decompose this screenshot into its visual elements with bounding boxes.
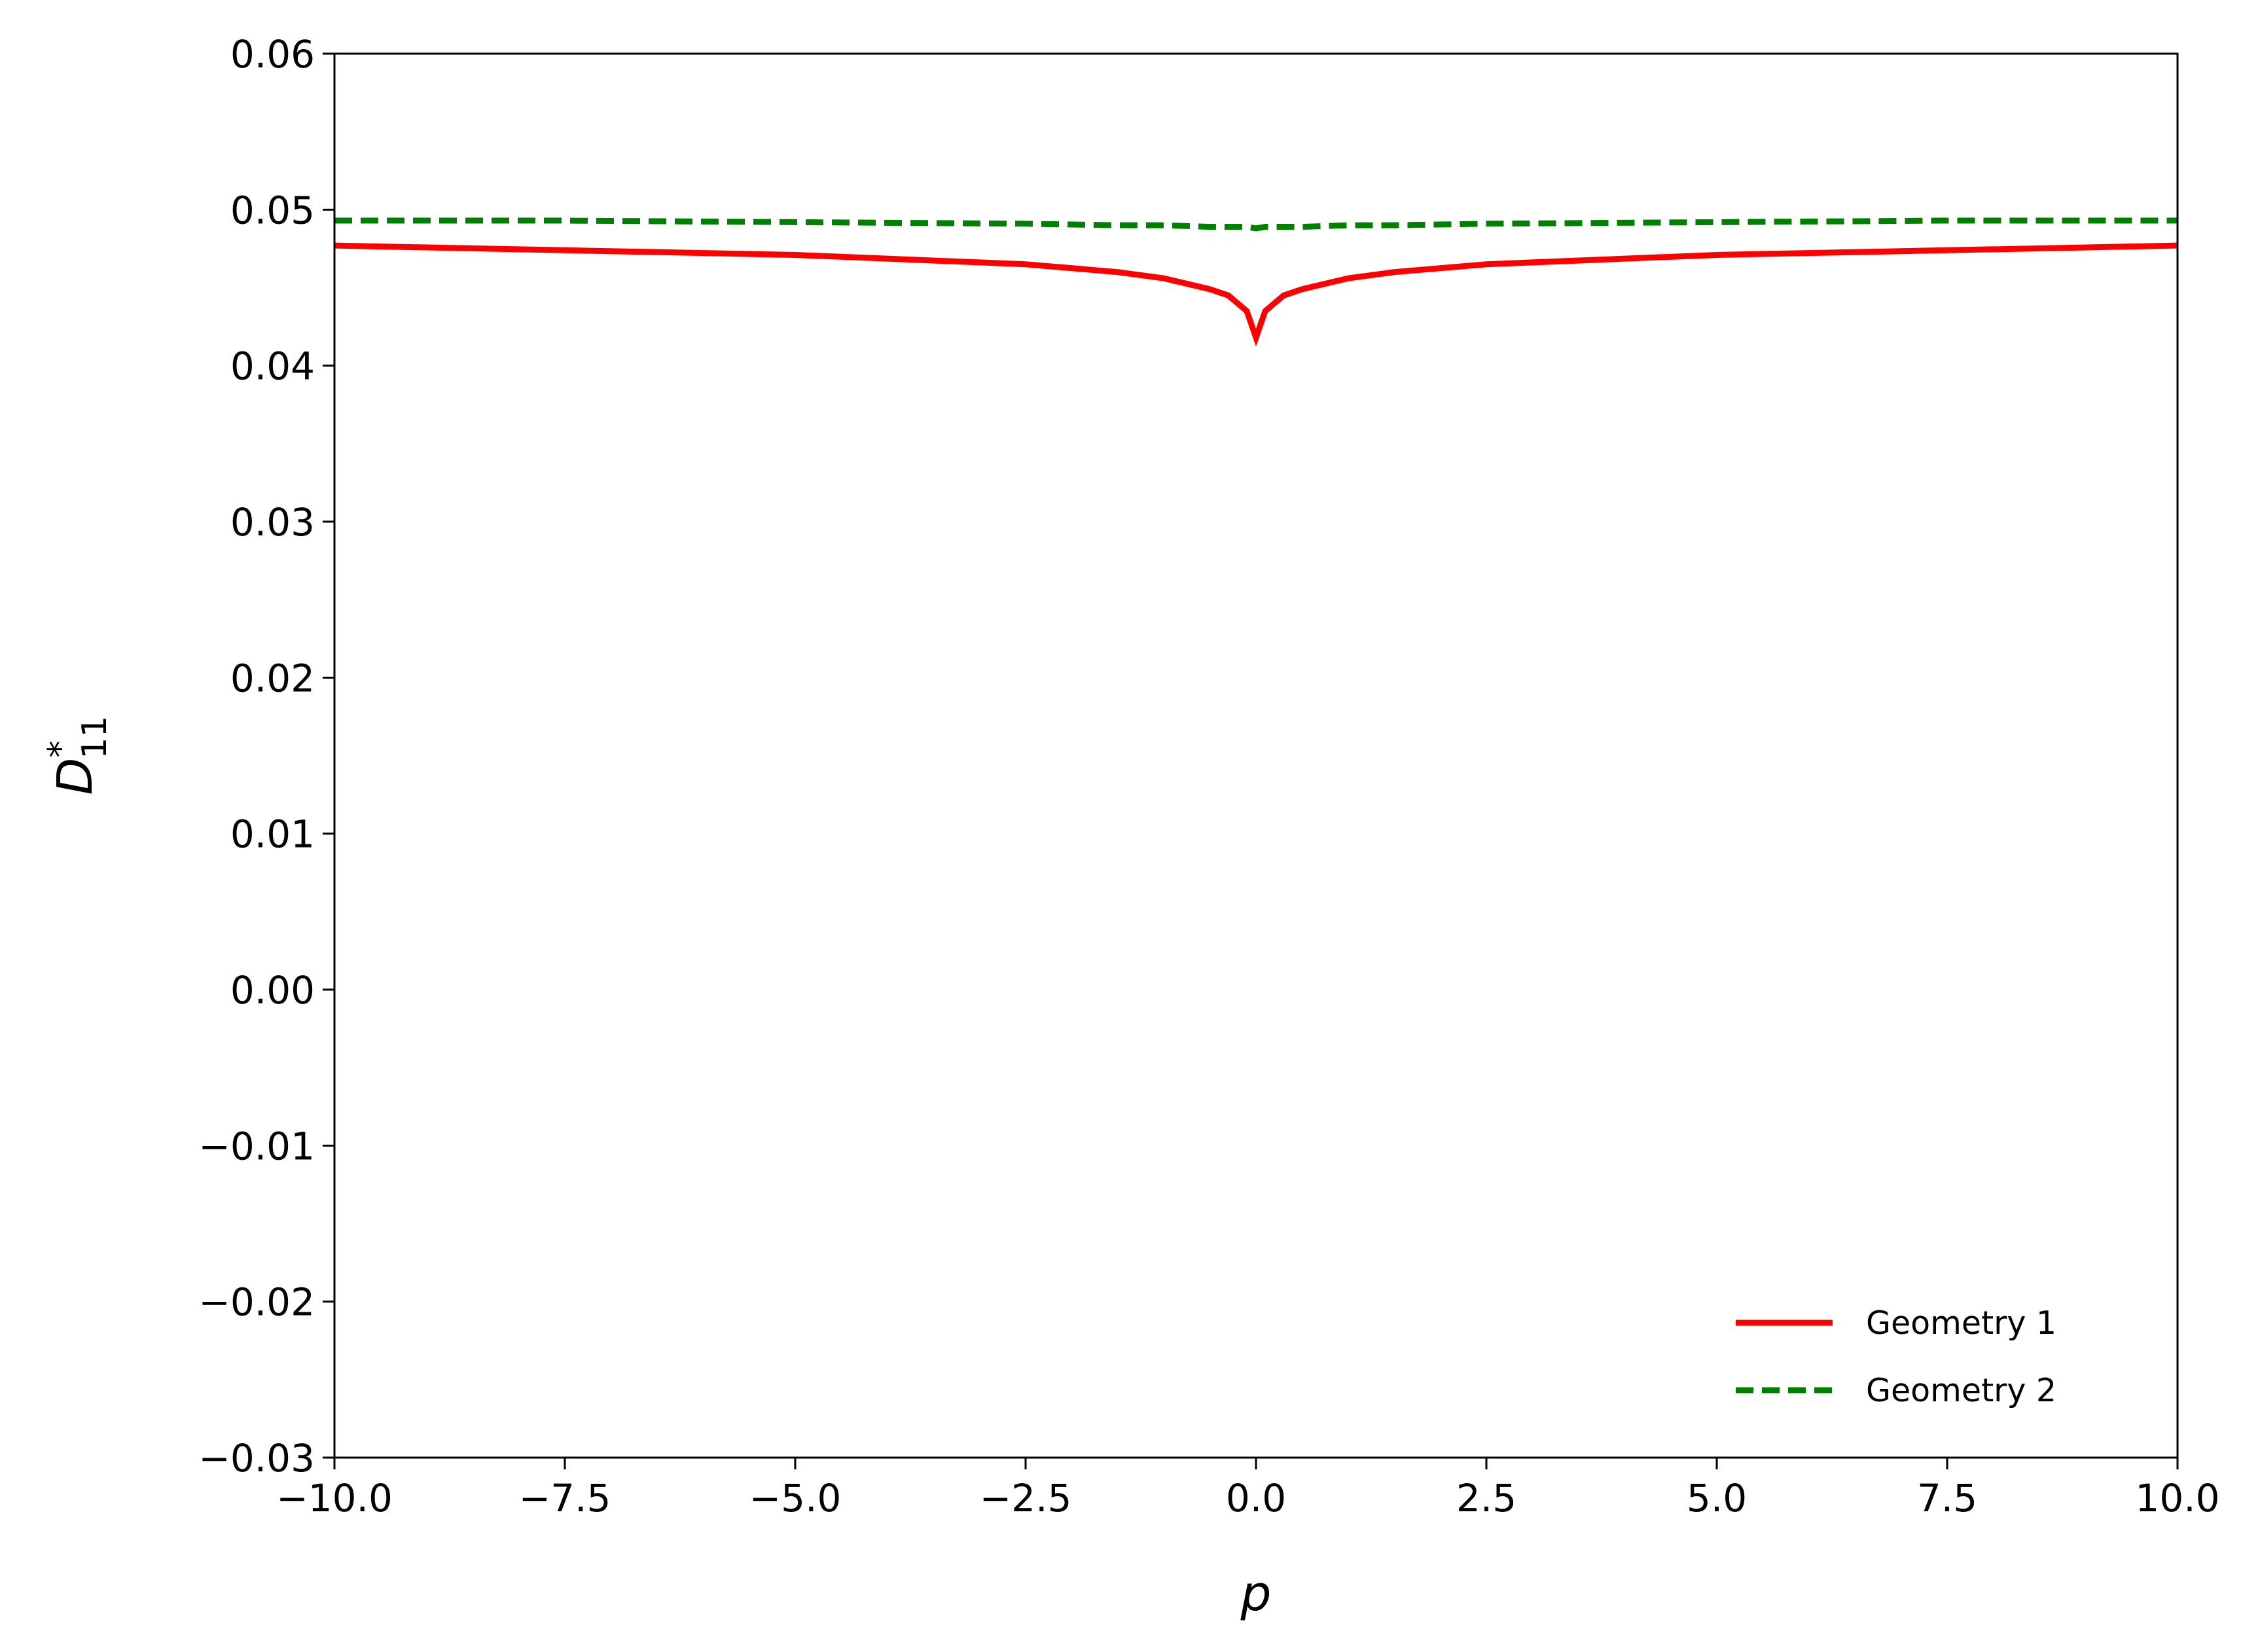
y-label-sup: * [41, 741, 81, 758]
x-tick-label: −10.0 [276, 1476, 393, 1520]
x-tick-label: 7.5 [1917, 1476, 1977, 1520]
x-tick-label: −7.5 [519, 1476, 611, 1520]
legend-label: Geometry 2 [1866, 1372, 2056, 1409]
y-tick-label: −0.02 [198, 1280, 315, 1325]
y-tick-label: 0.06 [230, 32, 315, 77]
y-tick-label: −0.01 [198, 1124, 315, 1168]
x-tick-label: 5.0 [1687, 1476, 1747, 1520]
line-series [334, 242, 2178, 347]
line-series [334, 217, 2178, 232]
y-label-base: D [47, 758, 103, 795]
x-tick-label: 2.5 [1456, 1476, 1516, 1520]
y-label-sub: 11 [75, 715, 115, 759]
y-axis-label: D*11 [41, 715, 115, 795]
y-tick-label: 0.03 [230, 500, 315, 545]
x-tick-label: 0.0 [1226, 1476, 1286, 1520]
legend-label: Geometry 1 [1866, 1304, 2056, 1342]
x-tick-label: 10.0 [2135, 1476, 2219, 1520]
y-tick-label: 0.00 [230, 968, 315, 1013]
x-tick-label: −5.0 [749, 1476, 842, 1520]
y-tick-label: 0.01 [230, 812, 315, 857]
y-tick-label: −0.03 [198, 1436, 315, 1481]
plot-frame [333, 52, 2179, 1459]
x-axis-label: p [1240, 1566, 1272, 1622]
y-tick-label: 0.02 [230, 656, 315, 700]
y-tick-label: 0.04 [230, 344, 315, 389]
x-tick-label: −2.5 [980, 1476, 1072, 1520]
y-tick-label: 0.05 [230, 188, 315, 232]
